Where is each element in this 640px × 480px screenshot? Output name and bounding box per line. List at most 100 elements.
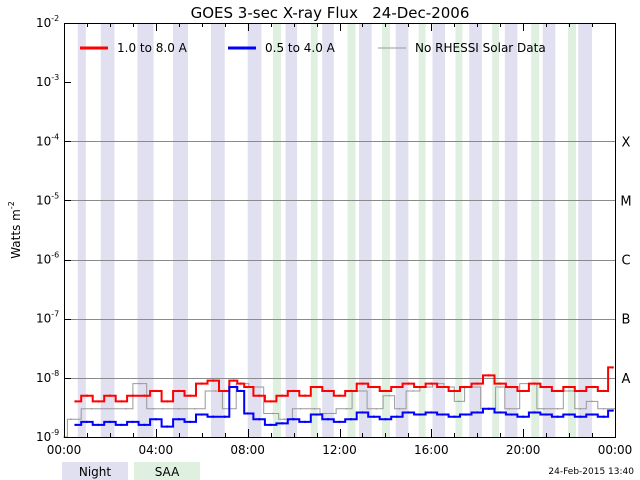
- data-point-no-rhessi-solar-data: [602, 407, 605, 410]
- y-tick-label-base: 10: [36, 193, 51, 207]
- data-point-no-rhessi-solar-data: [345, 407, 348, 410]
- data-point-1-0-to-8-0-a: [280, 394, 284, 397]
- data-point-0-5-to-4-0-a: [499, 411, 502, 414]
- flare-class-label: B: [622, 313, 631, 328]
- data-point-1-0-to-8-0-a: [97, 400, 100, 403]
- data-point-1-0-to-8-0-a: [510, 385, 513, 389]
- y-tick-label-exp: -4: [51, 132, 59, 141]
- data-point-no-rhessi-solar-data: [272, 412, 274, 415]
- legend-label-red: 1.0 to 8.0 A: [117, 41, 188, 55]
- x-axis: 00:00 04:00 08:00 12:00 16:00 20:00 00:00: [47, 23, 633, 457]
- data-point-1-0-to-8-0-a: [120, 400, 123, 403]
- y-tick-label-base: 10: [36, 430, 51, 444]
- data-point-no-rhessi-solar-data: [389, 394, 391, 397]
- data-point-0-5-to-4-0-a: [590, 413, 594, 416]
- grid-lines: [64, 141, 615, 379]
- data-point-0-5-to-4-0-a: [269, 423, 272, 427]
- data-point-0-5-to-4-0-a: [212, 415, 215, 418]
- data-point-1-0-to-8-0-a: [441, 385, 445, 389]
- data-point-no-rhessi-solar-data: [499, 386, 502, 388]
- data-point-0-5-to-4-0-a: [326, 417, 330, 421]
- data-point-0-5-to-4-0-a: [232, 385, 236, 389]
- data-point-no-rhessi-solar-data: [412, 390, 414, 392]
- data-point-1-0-to-8-0-a: [166, 400, 169, 403]
- data-point-1-0-to-8-0-a: [200, 382, 203, 385]
- footer-legend: Night SAA: [62, 462, 200, 480]
- timestamp: 24-Feb-2015 13:40: [548, 467, 634, 477]
- saa-label: SAA: [155, 465, 180, 479]
- data-point-0-5-to-4-0-a: [453, 415, 456, 418]
- data-point-1-0-to-8-0-a: [544, 385, 548, 389]
- data-point-1-0-to-8-0-a: [326, 389, 330, 393]
- data-point-0-5-to-4-0-a: [611, 409, 614, 412]
- data-point-no-rhessi-solar-data: [194, 407, 196, 410]
- data-point-1-0-to-8-0-a: [154, 389, 158, 393]
- night-swatch: [62, 462, 128, 480]
- data-point-no-rhessi-solar-data: [556, 407, 559, 410]
- y-tick-label-base: 10: [36, 253, 51, 267]
- data-point-0-5-to-4-0-a: [239, 389, 242, 393]
- data-point-0-5-to-4-0-a: [407, 411, 410, 414]
- data-point-1-0-to-8-0-a: [556, 389, 559, 393]
- data-point-no-rhessi-solar-data: [177, 407, 180, 410]
- chart-title: GOES 3-sec X-ray Flux 24-Dec-2006: [191, 4, 470, 22]
- saa-band: [272, 23, 281, 437]
- night-band: [77, 23, 86, 437]
- night-band: [210, 23, 225, 437]
- y-tick-label: 10-6: [36, 251, 59, 267]
- data-point-0-5-to-4-0-a: [97, 423, 100, 427]
- data-point-0-5-to-4-0-a: [476, 411, 479, 414]
- data-point-0-5-to-4-0-a: [521, 415, 525, 418]
- data-point-0-5-to-4-0-a: [361, 411, 364, 414]
- y-tick-label: 10-3: [36, 73, 59, 89]
- data-point-0-5-to-4-0-a: [430, 411, 433, 414]
- saa-band: [567, 23, 576, 437]
- y-tick-label-exp: -2: [51, 14, 59, 23]
- y-tick-label-exp: -7: [51, 310, 59, 319]
- data-point-1-0-to-8-0-a: [487, 374, 490, 377]
- x-tick-label: 04:00: [139, 443, 174, 457]
- data-point-0-5-to-4-0-a: [349, 417, 353, 421]
- data-point-0-5-to-4-0-a: [395, 415, 399, 418]
- night-band: [504, 23, 518, 437]
- data-point-0-5-to-4-0-a: [441, 413, 445, 416]
- y-tick-label-base: 10: [36, 312, 51, 326]
- y-tick-label-base: 10: [36, 134, 51, 148]
- data-point-0-5-to-4-0-a: [579, 415, 582, 418]
- data-point-0-5-to-4-0-a: [384, 417, 387, 421]
- data-point-0-5-to-4-0-a: [280, 422, 284, 425]
- data-point-1-0-to-8-0-a: [476, 382, 479, 385]
- data-point-1-0-to-8-0-a: [464, 385, 467, 389]
- y-tick-label: 10-4: [36, 132, 59, 148]
- data-point-1-0-to-8-0-a: [430, 382, 433, 385]
- data-point-0-5-to-4-0-a: [223, 415, 226, 418]
- saa-band: [347, 23, 356, 437]
- data-point-1-0-to-8-0-a: [361, 382, 364, 385]
- data-point-0-5-to-4-0-a: [602, 415, 605, 418]
- data-point-1-0-to-8-0-a: [232, 379, 236, 382]
- data-point-1-0-to-8-0-a: [212, 379, 215, 382]
- data-point-0-5-to-4-0-a: [200, 413, 203, 416]
- data-point-no-rhessi-solar-data: [579, 407, 582, 410]
- data-point-1-0-to-8-0-a: [590, 385, 594, 389]
- y-tick-label-base: 10: [36, 371, 51, 385]
- x-tick-label: 00:00: [598, 443, 633, 457]
- y-tick-label-exp: -5: [51, 191, 59, 200]
- data-point-no-rhessi-solar-data: [543, 407, 545, 410]
- data-point-0-5-to-4-0-a: [108, 420, 112, 424]
- data-point-0-5-to-4-0-a: [567, 413, 571, 416]
- flare-class-label: M: [620, 194, 631, 209]
- data-point-1-0-to-8-0-a: [74, 400, 77, 403]
- night-band: [137, 23, 154, 437]
- night-band: [395, 23, 409, 437]
- data-point-0-5-to-4-0-a: [487, 407, 490, 410]
- data-point-no-rhessi-solar-data: [458, 400, 460, 403]
- data-point-0-5-to-4-0-a: [246, 412, 249, 415]
- data-point-1-0-to-8-0-a: [611, 366, 614, 369]
- data-point-no-rhessi-solar-data: [125, 407, 127, 410]
- saa-band: [531, 23, 540, 437]
- data-point-0-5-to-4-0-a: [510, 413, 513, 416]
- data-point-0-5-to-4-0-a: [292, 417, 295, 421]
- data-point-0-5-to-4-0-a: [533, 411, 536, 414]
